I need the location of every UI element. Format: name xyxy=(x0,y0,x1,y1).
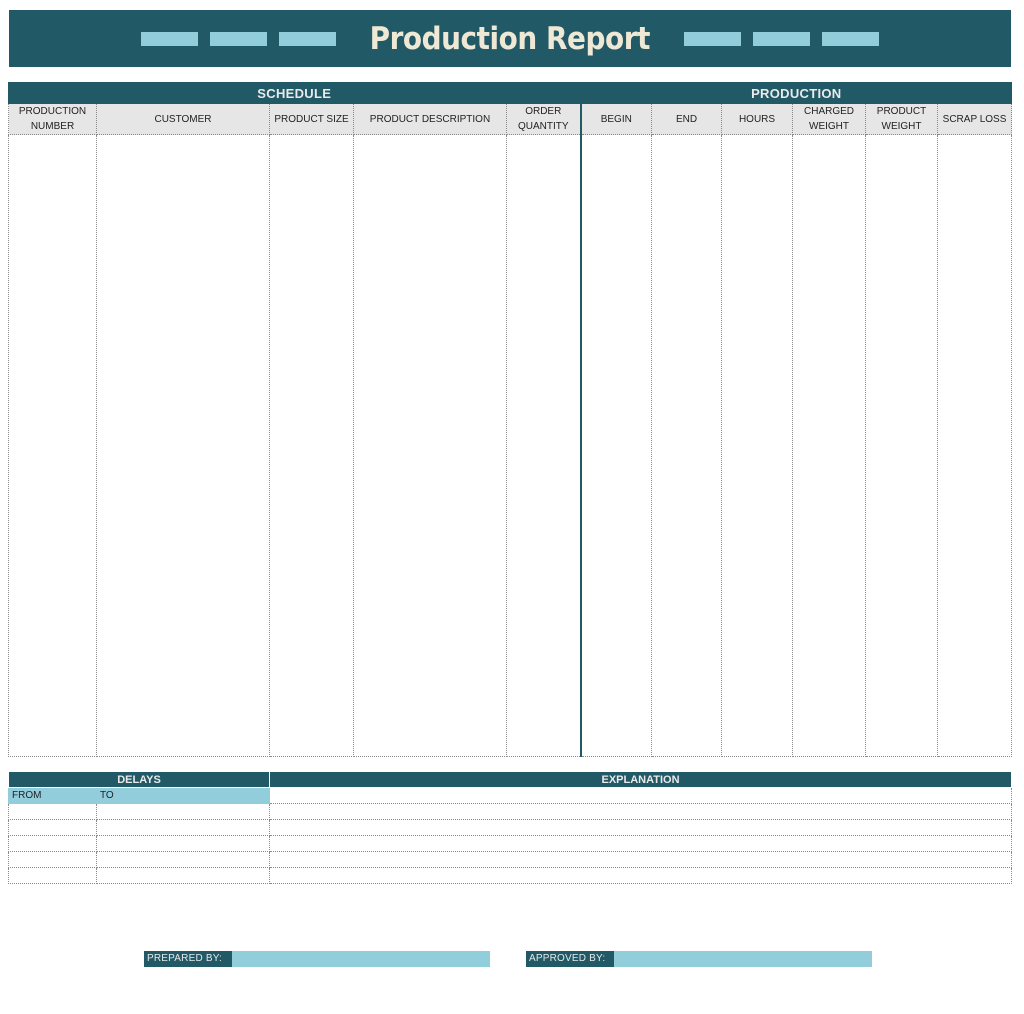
approved-by-label: APPROVED BY: xyxy=(526,951,614,967)
cell-product-description[interactable] xyxy=(353,134,507,757)
page-title: Production Report xyxy=(369,20,651,57)
banner-dash xyxy=(210,31,268,46)
cell-product-weight[interactable] xyxy=(865,134,939,757)
explanation-cell[interactable] xyxy=(269,851,1013,868)
banner-dash xyxy=(683,31,741,46)
to-label: TO xyxy=(95,787,271,804)
column-header-order-quantity: ORDER QUANTITY xyxy=(505,103,582,135)
column-header-scrap-loss: SCRAP LOSS xyxy=(937,103,1013,135)
explanation-header: EXPLANATION xyxy=(269,771,1013,788)
delays-header: DELAYS xyxy=(7,771,271,788)
column-header-product-size: PRODUCT SIZE xyxy=(269,103,354,135)
banner-dash xyxy=(279,31,337,46)
prepared-by-label: PREPARED BY: xyxy=(144,951,232,967)
explanation-cell[interactable] xyxy=(269,819,1013,836)
explanation-cell[interactable] xyxy=(269,787,1013,804)
banner-dash xyxy=(141,31,199,46)
delay-from-cell[interactable] xyxy=(8,819,97,836)
banner-dash xyxy=(752,31,810,46)
explanation-cell[interactable] xyxy=(269,835,1013,852)
from-label: FROM xyxy=(8,787,97,804)
cell-hours[interactable] xyxy=(721,134,794,757)
prepared-by-input[interactable] xyxy=(232,951,490,967)
explanation-cell[interactable] xyxy=(269,867,1013,884)
explanation-cell[interactable] xyxy=(269,803,1013,820)
cell-scrap-loss[interactable] xyxy=(937,134,1013,757)
column-header-end: END xyxy=(651,103,723,135)
banner-dash xyxy=(821,31,879,46)
production-table: SCHEDULE PRODUCTION PRODUCTION NUMBER CUS… xyxy=(7,82,1013,757)
column-header-product-description: PRODUCT DESCRIPTION xyxy=(353,103,507,135)
column-header-product-weight: PRODUCT WEIGHT xyxy=(865,103,939,135)
delay-to-cell[interactable] xyxy=(95,819,271,836)
cell-charged-weight[interactable] xyxy=(792,134,867,757)
column-header-customer: CUSTOMER xyxy=(96,103,270,135)
cell-product-size[interactable] xyxy=(269,134,354,757)
title-banner: Production Report xyxy=(9,10,1011,67)
production-group-header: PRODUCTION xyxy=(580,82,1013,104)
delay-to-cell[interactable] xyxy=(95,867,271,884)
delay-from-cell[interactable] xyxy=(8,851,97,868)
cell-production-number[interactable] xyxy=(8,134,97,757)
delay-from-cell[interactable] xyxy=(8,803,97,820)
cell-customer[interactable] xyxy=(96,134,270,757)
approved-by-field: APPROVED BY: xyxy=(526,951,872,967)
column-header-charged-weight: CHARGED WEIGHT xyxy=(792,103,867,135)
column-header-production-number: PRODUCTION NUMBER xyxy=(8,103,97,135)
cell-end[interactable] xyxy=(651,134,723,757)
delay-from-cell[interactable] xyxy=(8,867,97,884)
delay-to-cell[interactable] xyxy=(95,851,271,868)
column-header-begin: BEGIN xyxy=(580,103,653,135)
prepared-by-field: PREPARED BY: xyxy=(144,951,490,967)
approved-by-input[interactable] xyxy=(614,951,872,967)
delay-from-cell[interactable] xyxy=(8,835,97,852)
cell-order-quantity[interactable] xyxy=(505,134,582,757)
schedule-group-header: SCHEDULE xyxy=(7,82,582,104)
cell-begin[interactable] xyxy=(580,134,653,757)
delays-table: DELAYS EXPLANATION FROM TO xyxy=(7,771,1013,884)
delay-to-cell[interactable] xyxy=(95,835,271,852)
delay-to-cell[interactable] xyxy=(95,803,271,820)
column-header-hours: HOURS xyxy=(721,103,794,135)
